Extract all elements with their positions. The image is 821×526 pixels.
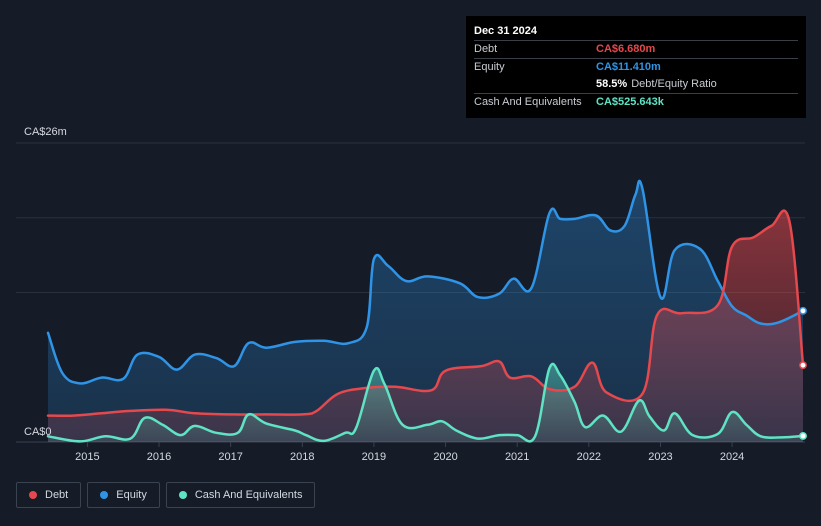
legend-cash-label: Cash And Equivalents [194, 489, 303, 501]
debt-end-point [799, 361, 807, 370]
tooltip-equity-label: Equity [474, 61, 505, 73]
y-axis-bottom-label: CA$0 [24, 426, 52, 438]
y-axis-top-label: CA$26m [24, 126, 67, 138]
legend-item-debt[interactable]: Debt [16, 482, 82, 508]
equity-line [46, 179, 805, 385]
tooltip-debt-label: Debt [474, 43, 498, 55]
x-tick-label: 2016 [147, 451, 171, 463]
equity-dot-icon [100, 491, 109, 499]
series-lines [46, 179, 807, 443]
tooltip-ratio-value: 58.5% [596, 78, 628, 90]
legend-item-cash[interactable]: Cash And Equivalents [165, 482, 316, 508]
tooltip-row-debt: Debt CA$6.680m [474, 40, 798, 58]
series-areas [48, 180, 803, 442]
debt-dot-icon [29, 491, 37, 499]
x-tick-label: 2021 [505, 451, 529, 463]
x-tick-label: 2022 [577, 451, 601, 463]
tooltip-cash-label: Cash And Equivalents [474, 96, 582, 108]
tooltip-row-cash: Cash And Equivalents CA$525.643k [474, 93, 798, 111]
equity-end-point [799, 306, 807, 315]
x-tick-label: 2017 [218, 451, 242, 463]
debt-line [46, 209, 805, 418]
x-tick-label: 2023 [648, 451, 672, 463]
equity-area [48, 180, 803, 442]
data-tooltip: Dec 31 2024 Debt CA$6.680m Equity CA$11.… [466, 16, 806, 118]
legend-debt-label: Debt [45, 489, 69, 501]
cash-end-point [799, 432, 807, 440]
tooltip-date: Dec 31 2024 [474, 25, 537, 37]
tooltip-cash-value: CA$525.643k [596, 96, 664, 108]
tooltip-debt-value: CA$6.680m [596, 43, 656, 55]
x-tick-label: 2019 [362, 451, 386, 463]
x-axis-ticks: 2015 2016 2017 2018 2019 2020 2021 2022 2023 2024 [75, 442, 744, 463]
x-tick-label: 2020 [433, 451, 457, 463]
tooltip-equity-value: CA$11.410m [596, 61, 661, 73]
chart-legend: Debt Equity Cash And Equivalents [16, 482, 316, 510]
x-tick-label: 2015 [75, 451, 99, 463]
legend-equity-label: Equity [116, 489, 147, 501]
legend-item-equity[interactable]: Equity [87, 482, 160, 508]
tooltip-ratio-label: Debt/Equity Ratio [631, 78, 717, 90]
cash-line [46, 362, 805, 443]
tooltip-row-ratio: 58.5% Debt/Equity Ratio [474, 76, 798, 93]
tooltip-row-equity: Equity CA$11.410m [474, 58, 798, 76]
x-tick-label: 2024 [720, 451, 744, 463]
x-tick-label: 2018 [290, 451, 314, 463]
cash-dot-icon [178, 491, 187, 499]
